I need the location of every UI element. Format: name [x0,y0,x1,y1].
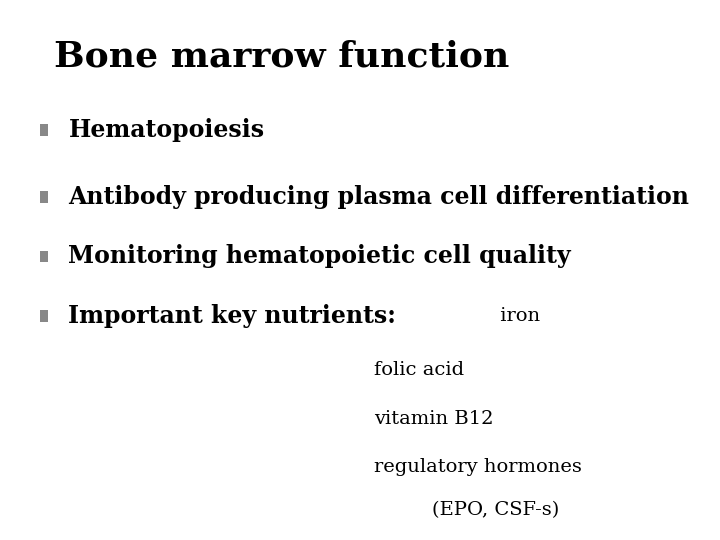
Text: vitamin B12: vitamin B12 [374,409,494,428]
FancyBboxPatch shape [40,251,48,262]
Text: regulatory hormones: regulatory hormones [374,458,582,476]
Text: Important key nutrients:: Important key nutrients: [68,304,396,328]
FancyBboxPatch shape [40,191,48,203]
Text: (EPO, CSF-s): (EPO, CSF-s) [432,501,559,519]
Text: Hematopoiesis: Hematopoiesis [68,118,264,141]
FancyBboxPatch shape [40,124,48,136]
Text: iron: iron [494,307,540,325]
Text: Bone marrow function: Bone marrow function [54,40,509,73]
Text: Antibody producing plasma cell differentiation: Antibody producing plasma cell different… [68,185,689,209]
Text: Monitoring hematopoietic cell quality: Monitoring hematopoietic cell quality [68,245,571,268]
Text: folic acid: folic acid [374,361,464,379]
FancyBboxPatch shape [40,310,48,322]
